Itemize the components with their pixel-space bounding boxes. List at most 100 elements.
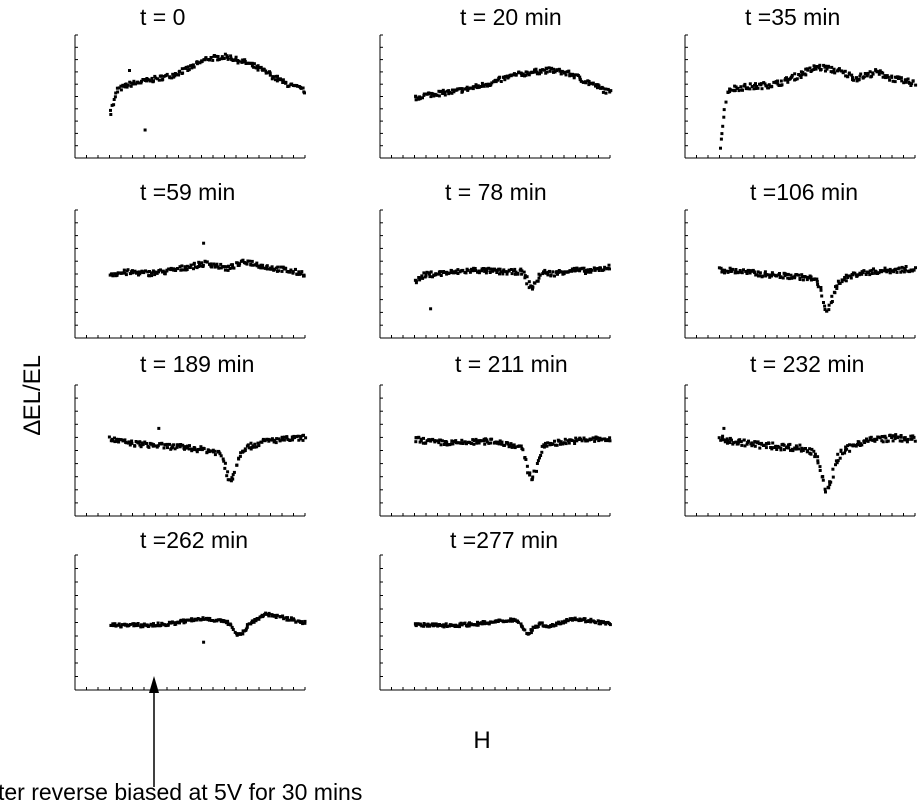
- data-point: [439, 443, 443, 447]
- data-point: [259, 266, 263, 270]
- data-point: [538, 456, 541, 460]
- data-point: [740, 443, 744, 447]
- data-point: [162, 446, 166, 450]
- data-point: [520, 72, 523, 76]
- data-point: [154, 76, 158, 80]
- data-point: [766, 273, 770, 277]
- data-point: [193, 618, 197, 622]
- data-point: [596, 267, 600, 270]
- data-point: [844, 273, 848, 277]
- data-point: [250, 445, 254, 449]
- data-point: [198, 262, 201, 266]
- data-point: [502, 268, 506, 272]
- data-point: [184, 66, 188, 70]
- data-point: [188, 444, 191, 448]
- data-point: [421, 276, 425, 280]
- data-point: [583, 617, 587, 621]
- data-point: [451, 88, 454, 92]
- data-point: [423, 441, 427, 445]
- data-point: [538, 68, 542, 72]
- data-point: [477, 271, 481, 275]
- data-point: [494, 268, 497, 272]
- data-point: [146, 270, 150, 274]
- data-point: [748, 82, 752, 86]
- data-point: [770, 85, 774, 89]
- data-point: [454, 439, 458, 443]
- data-point: [494, 78, 498, 82]
- data-point: [522, 270, 526, 274]
- data-point: [165, 268, 169, 272]
- data-point: [799, 76, 803, 79]
- panel-axes: [379, 554, 611, 691]
- data-point: [508, 619, 512, 623]
- data-point: [190, 449, 194, 453]
- data-point: [249, 263, 253, 266]
- data-point: [274, 74, 278, 78]
- data-point: [894, 267, 898, 271]
- data-point: [418, 97, 422, 101]
- data-point: [570, 439, 574, 442]
- data-point: [445, 443, 449, 447]
- data-point: [900, 269, 904, 273]
- data-point: [558, 69, 562, 73]
- data-point: [202, 447, 206, 451]
- data-point: [875, 70, 879, 74]
- data-point: [584, 81, 588, 85]
- data-point: [536, 459, 540, 463]
- data-point: [223, 466, 227, 470]
- data-point: [531, 625, 535, 629]
- data-point: [531, 475, 535, 479]
- data-point: [557, 270, 560, 274]
- data-point: [489, 267, 493, 271]
- panel-axes: [684, 384, 916, 517]
- data-point: [190, 447, 194, 451]
- data-point: [166, 623, 170, 627]
- data-point: [276, 265, 280, 269]
- data-point: [816, 455, 820, 459]
- data-point: [284, 81, 288, 85]
- data-point: [606, 439, 610, 443]
- data-point: [765, 442, 768, 445]
- data-point: [566, 439, 570, 443]
- panel-9: t =262 min: [74, 527, 307, 691]
- data-point: [724, 269, 728, 273]
- data-point: [904, 80, 908, 84]
- panel-title: t =59 min: [140, 179, 235, 205]
- data-point: [564, 73, 568, 77]
- data-point: [183, 618, 187, 622]
- data-point: [520, 625, 524, 629]
- data-point: [844, 445, 848, 449]
- data-point: [303, 91, 306, 95]
- data-point: [813, 455, 817, 459]
- data-point: [215, 262, 219, 266]
- data-point: [474, 83, 478, 87]
- data-point: [881, 440, 885, 444]
- data-point: [549, 67, 553, 71]
- data-point: [244, 627, 248, 631]
- data-point: [451, 442, 455, 446]
- data-point: [506, 76, 510, 80]
- data-point: [603, 437, 607, 441]
- data-point: [109, 108, 112, 112]
- data-point: [780, 83, 784, 87]
- data-point: [246, 259, 250, 263]
- data-point: [128, 69, 131, 72]
- data-point: [752, 270, 756, 274]
- data-point: [129, 84, 133, 88]
- data-point: [216, 618, 220, 622]
- data-point: [531, 285, 535, 289]
- data-point: [304, 436, 308, 440]
- data-point: [779, 275, 783, 279]
- data-point: [831, 467, 835, 471]
- data-point: [119, 84, 123, 88]
- annotation-text: ter reverse biased at 5V for 30 mins: [0, 779, 362, 805]
- data-point: [167, 267, 171, 271]
- data-point: [476, 84, 480, 88]
- data-point: [461, 89, 464, 93]
- data-point: [116, 271, 120, 275]
- data-point: [880, 435, 884, 438]
- data-point: [189, 64, 193, 68]
- data-point: [159, 624, 163, 627]
- data-point: [816, 282, 820, 286]
- data-point: [911, 79, 915, 83]
